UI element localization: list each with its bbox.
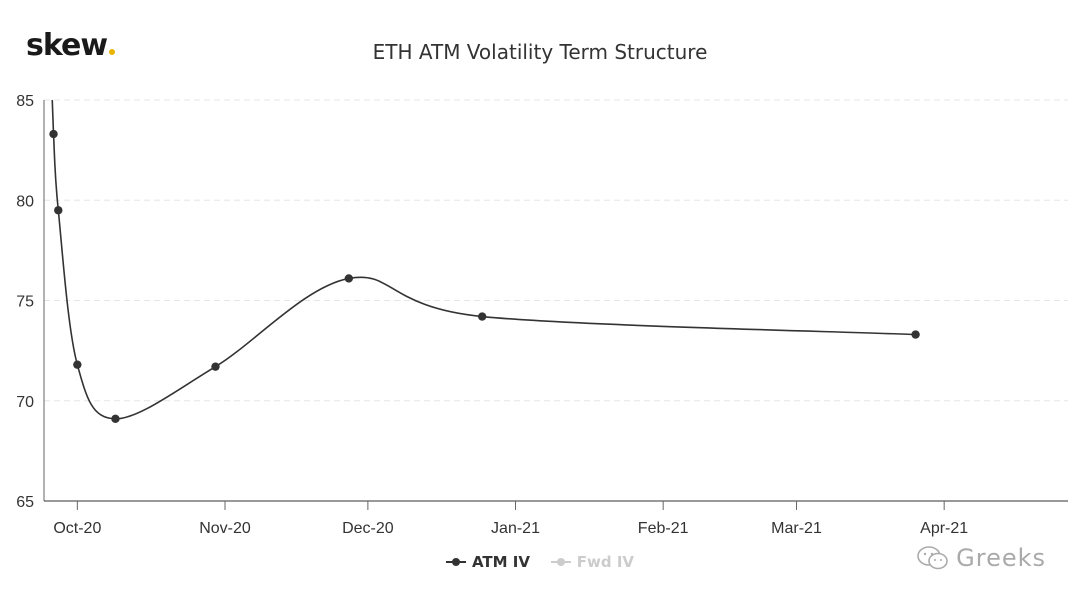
wechat-icon <box>917 546 948 570</box>
series-line-0 <box>51 100 916 420</box>
skew-logo: skew <box>26 28 116 63</box>
legend-label-atm-iv: ATM IV <box>471 553 530 571</box>
y-tick-label: 65 <box>16 494 34 511</box>
x-tick-label: Dec-20 <box>342 520 394 537</box>
y-tick-label: 85 <box>16 93 34 110</box>
legend: ATM IV Fwd IV <box>0 549 1080 571</box>
logo-text: skew <box>26 28 108 63</box>
x-tick-label: Apr-21 <box>920 520 968 537</box>
logo-accent-dot <box>109 49 116 55</box>
legend-marker-fwd-iv <box>550 558 571 566</box>
series-layer <box>49 100 920 423</box>
data-point <box>111 414 120 423</box>
chart-title: ETH ATM Volatility Term Structure <box>372 40 708 64</box>
legend-item-fwd-iv[interactable]: Fwd IV <box>550 553 635 571</box>
watermark-text: Greeks <box>956 544 1046 572</box>
y-tick-label: 75 <box>16 294 34 311</box>
x-tick-label: Oct-20 <box>53 520 101 537</box>
legend-label-fwd-iv: Fwd IV <box>576 553 635 571</box>
data-point <box>73 360 82 369</box>
x-tick-label: Jan-21 <box>491 520 540 537</box>
axes: 65 70 75 80 85 Oct-20 Nov-20 Dec-20 Jan-21 Feb-21… <box>16 93 1068 537</box>
data-point <box>54 206 63 215</box>
watermark: Greeks <box>916 544 1046 572</box>
data-point <box>49 129 58 139</box>
gridlines <box>44 99 1068 402</box>
x-tick-label: Nov-20 <box>199 520 251 537</box>
data-point <box>211 362 220 371</box>
legend-marker-atm-iv <box>445 558 466 566</box>
x-tick-label: Mar-21 <box>771 520 822 537</box>
data-point <box>344 274 354 283</box>
data-point <box>911 330 920 339</box>
y-tick-label: 70 <box>16 394 34 411</box>
data-point <box>477 312 487 321</box>
y-tick-label: 80 <box>16 193 34 210</box>
legend-item-atm-iv[interactable]: ATM IV <box>445 553 530 571</box>
x-tick-label: Feb-21 <box>638 520 689 537</box>
